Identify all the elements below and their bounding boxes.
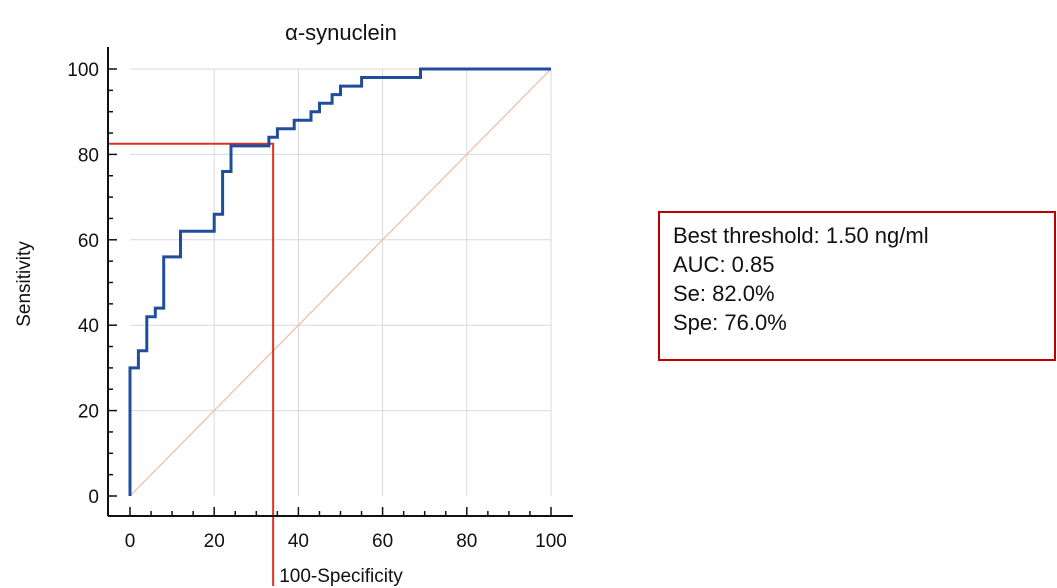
x-axis-title: 100-Specificity — [279, 566, 403, 587]
y-tick-label: 20 — [78, 402, 99, 423]
roc-curve — [128, 67, 551, 496]
sensitivity-text: Se: 82.0% — [673, 281, 775, 306]
y-tick-label: 40 — [78, 316, 99, 337]
x-tick-label: 20 — [204, 531, 225, 552]
stats-box: Best threshold: 1.50 ng/ml AUC: 0.85 Se:… — [658, 211, 1056, 361]
y-axis-title: Sensitivity — [14, 241, 35, 327]
y-tick-label: 80 — [78, 145, 99, 166]
x-tick-label: 0 — [125, 531, 136, 552]
cutoff-lines — [108, 142, 275, 586]
x-tick-label: 40 — [288, 531, 309, 552]
x-axis-ticks: 0 20 40 60 80 100 — [125, 531, 567, 552]
y-tick-label: 0 — [88, 487, 99, 508]
roc-chart: α-synuclein 0 20 40 60 80 100 0 20 40 60 80 100 10… — [14, 20, 573, 587]
auc-text: AUC: 0.85 — [673, 252, 775, 277]
best-threshold-text: Best threshold: 1.50 ng/ml — [673, 223, 929, 248]
y-axis-ticks: 0 20 40 60 80 100 — [67, 60, 99, 508]
x-tick-label: 80 — [456, 531, 477, 552]
chart-title: α-synuclein — [285, 20, 397, 45]
x-tick-label: 100 — [535, 531, 567, 552]
x-tick-label: 60 — [372, 531, 393, 552]
y-tick-label: 60 — [78, 231, 99, 252]
specificity-text: Spe: 76.0% — [673, 310, 787, 335]
axes — [107, 47, 573, 517]
y-tick-label: 100 — [67, 60, 99, 81]
reference-diagonal — [129, 68, 552, 497]
